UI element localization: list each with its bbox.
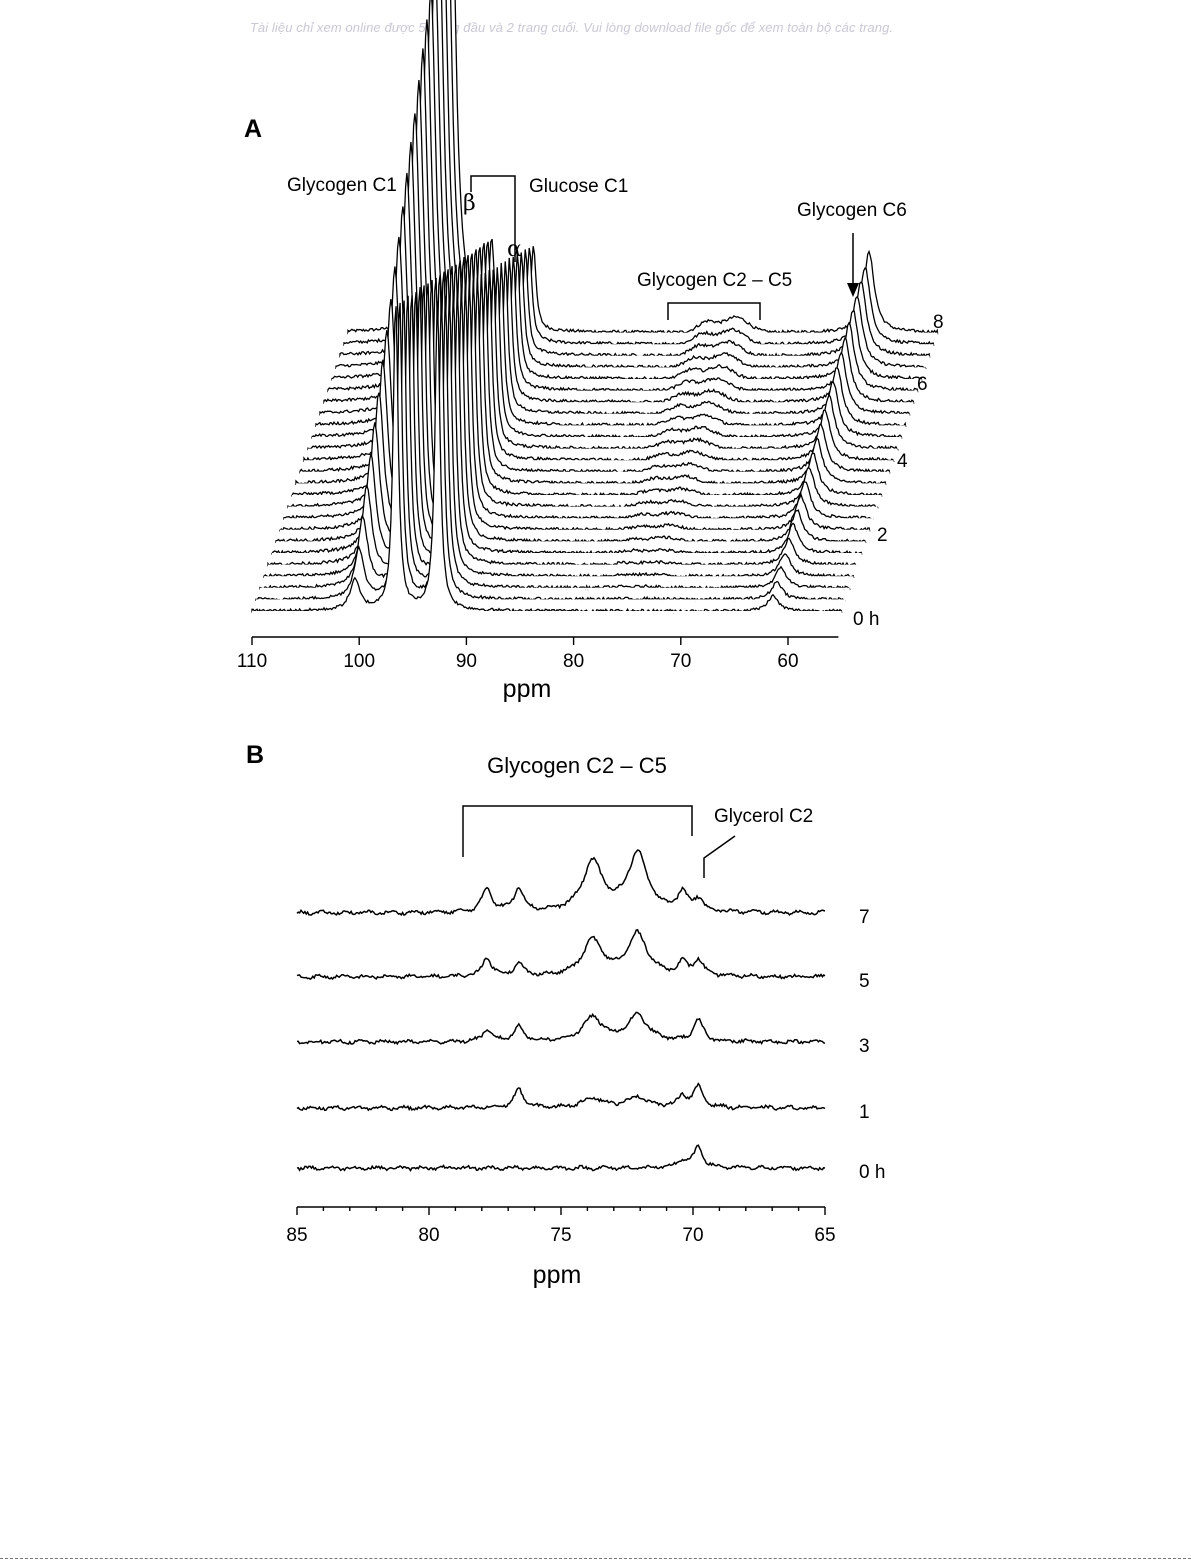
time-label-b: 5 (859, 971, 870, 992)
panel-a-traces (251, 0, 939, 614)
panel-a: A 0 h 2 4 6 8 Glycogen C1 Glucose C1 β α Gly… (237, 0, 944, 703)
time-label-b: 7 (859, 907, 870, 928)
time-label-b: 3 (859, 1036, 870, 1057)
spectrum-trace-a (347, 0, 939, 335)
time-label-a: 0 h (853, 609, 879, 630)
panel-b-x-axis: 85 80 75 70 65 (286, 1206, 836, 1246)
time-label-a: 2 (877, 525, 888, 546)
arrow-down-icon (847, 283, 859, 297)
spectrum-trace-a (259, 295, 851, 591)
spectrum-trace-b (296, 849, 826, 917)
panel-a-time-labels: 0 h 2 4 6 8 (853, 312, 944, 630)
glycogen-c2-c5-label-a: Glycogen C2 – C5 (637, 270, 792, 291)
time-label-b: 1 (859, 1102, 870, 1123)
panel-b-traces (296, 849, 826, 1172)
spectrum-trace-a (251, 301, 843, 614)
time-label-a: 4 (897, 451, 908, 472)
x-tick-label-a: 110 (237, 651, 267, 672)
x-tick-label-a: 80 (563, 651, 584, 672)
watermark-text: Tài liệu chỉ xem online được 5 trang đầu… (249, 20, 894, 35)
time-label-b: 0 h (859, 1162, 885, 1183)
beta-label: β (463, 191, 476, 216)
x-tick-label-b: 75 (550, 1225, 571, 1246)
x-tick-label-b: 70 (682, 1225, 703, 1246)
panel-b-letter: B (246, 741, 264, 769)
alpha-label: α (507, 237, 522, 262)
spectrum-trace-a (255, 297, 846, 602)
glycogen-c6-label: Glycogen C6 (797, 200, 907, 221)
panel-a-xlabel: ppm (503, 675, 552, 703)
glucose-c1-bracket (470, 175, 516, 262)
panel-a-x-axis: 110 100 90 80 70 60 (237, 636, 839, 672)
spectrum-trace-b (296, 928, 826, 981)
glycerol-c2-label: Glycerol C2 (714, 806, 813, 827)
x-tick-label-b: 65 (814, 1225, 835, 1246)
time-label-a: 8 (933, 312, 944, 333)
spectrum-trace-b (296, 1082, 826, 1112)
x-tick-label-a: 60 (777, 651, 798, 672)
x-tick-label-a: 90 (456, 651, 477, 672)
x-tick-label-a: 70 (670, 651, 691, 672)
x-tick-label-b: 80 (418, 1225, 439, 1246)
glucose-c1-label: Glucose C1 (529, 176, 628, 197)
glycogen-c2-c5-label-b: Glycogen C2 – C5 (487, 753, 667, 778)
panel-b-time-labels: 0 h 1 3 5 7 (859, 907, 885, 1183)
x-tick-label-b: 85 (286, 1225, 307, 1246)
spectrum-trace-b (297, 1011, 826, 1046)
x-tick-label-a: 100 (343, 651, 375, 672)
page-bottom-rule (0, 1558, 1191, 1559)
glycogen-c2-c5-bracket-b (462, 805, 693, 857)
spectrum-trace-b (296, 1144, 826, 1172)
glycerol-c2-pointer (703, 835, 736, 878)
panel-b: B Glycogen C2 – C5 Glycerol C2 0 h 1 3 5 7 8… (246, 741, 885, 1289)
glycogen-c1-label: Glycogen C1 (287, 175, 397, 196)
spectrum-trace-a (263, 295, 855, 579)
glycogen-c2-c5-bracket-a (667, 302, 761, 320)
panel-a-letter: A (244, 115, 262, 143)
time-label-a: 6 (917, 374, 928, 395)
panel-b-xlabel: ppm (533, 1261, 582, 1289)
